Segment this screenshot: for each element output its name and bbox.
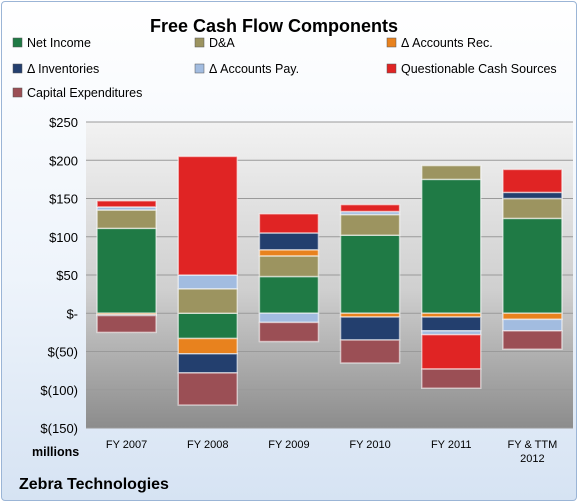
bar-segment: [421, 333, 482, 370]
x-tick-label: FY 2007: [106, 439, 147, 451]
bar-segment: [258, 321, 320, 343]
bars: [96, 155, 563, 406]
y-tick-label: $200: [49, 153, 78, 168]
bar-segment: [502, 168, 563, 194]
bar-segment: [258, 275, 320, 314]
legend-label: Δ Accounts Rec.: [401, 36, 493, 50]
x-tick-label: FY 2008: [187, 439, 228, 451]
legend-label: Δ Accounts Pay.: [209, 62, 299, 76]
bar-segment: [96, 209, 157, 230]
y-tick-label: $50: [56, 268, 78, 283]
bar-segment: [177, 312, 238, 340]
bar-segment: [258, 249, 320, 257]
bar-segment: [421, 178, 482, 314]
bar-segment: [339, 339, 401, 364]
bar-segment: [502, 217, 563, 314]
y-tick-label: $(150): [40, 421, 78, 436]
legend-swatch: [12, 87, 23, 98]
y-tick-label: $-: [66, 306, 78, 321]
legend-label: Capital Expenditures: [27, 86, 142, 100]
x-axis-ticks: FY 2007 FY 2008 FY 2009 FY 2010 FY 2011 FY & …: [106, 439, 557, 465]
gridlines: [86, 121, 573, 429]
x-tick-label: FY & TTM: [508, 439, 558, 451]
bar-segment: [421, 164, 482, 181]
legend-swatch: [386, 37, 397, 48]
bar-segment: [96, 200, 157, 208]
bar-segment: [96, 314, 157, 334]
y-tick-label: $(100): [40, 383, 78, 398]
bar-segment: [502, 330, 563, 350]
bar-segment: [502, 318, 563, 332]
y-tick-label: $(50): [48, 345, 78, 360]
legend-label: Questionable Cash Sources: [401, 62, 557, 76]
legend-swatch: [12, 63, 23, 74]
bar-segment: [339, 316, 401, 341]
bar-segment: [421, 368, 482, 389]
y-tick-label: $150: [49, 192, 78, 207]
y-axis-ticks: $250 $200 $150 $100 $50 $- $(50) $(100) $(150): [40, 115, 78, 436]
legend-swatch: [194, 63, 205, 74]
company-name: Zebra Technologies: [19, 476, 169, 493]
legend-swatch: [12, 37, 23, 48]
x-tick-label: FY 2010: [349, 439, 390, 451]
unit-label: millions: [32, 445, 79, 459]
bar-segment: [258, 213, 320, 234]
legend-label: Net Income: [27, 36, 91, 50]
x-tick-label: FY 2009: [268, 439, 309, 451]
bar-segment: [177, 372, 238, 406]
bar-segment: [96, 227, 157, 315]
legend-swatch: [386, 63, 397, 74]
y-tick-label: $250: [49, 115, 78, 130]
chart-title: Free Cash Flow Components: [150, 16, 398, 36]
bar-segment: [421, 316, 482, 332]
legend: Net Income D&A Δ Accounts Rec. Δ Inventorie…: [12, 36, 557, 100]
x-tick-label: FY 2011: [431, 439, 472, 451]
bar-segment: [258, 232, 320, 251]
bar-segment: [177, 288, 238, 314]
x-tick-label: 2012: [520, 453, 544, 465]
bar-segment: [258, 312, 320, 324]
legend-label: D&A: [209, 36, 235, 50]
bar-segment: [339, 213, 401, 236]
legend-swatch: [194, 37, 205, 48]
y-tick-label: $100: [49, 230, 78, 245]
bar-segment: [177, 155, 238, 276]
bar-segment: [502, 191, 563, 200]
legend-label: Δ Inventories: [27, 62, 99, 76]
bar-segment: [177, 353, 238, 374]
bar-segment: [177, 337, 238, 355]
bar-segment: [502, 197, 563, 220]
bar-segment: [339, 203, 401, 213]
bar-segment: [258, 255, 320, 278]
bar-segment: [502, 312, 563, 321]
bar-segment: [339, 234, 401, 314]
bar-segment: [177, 274, 238, 290]
